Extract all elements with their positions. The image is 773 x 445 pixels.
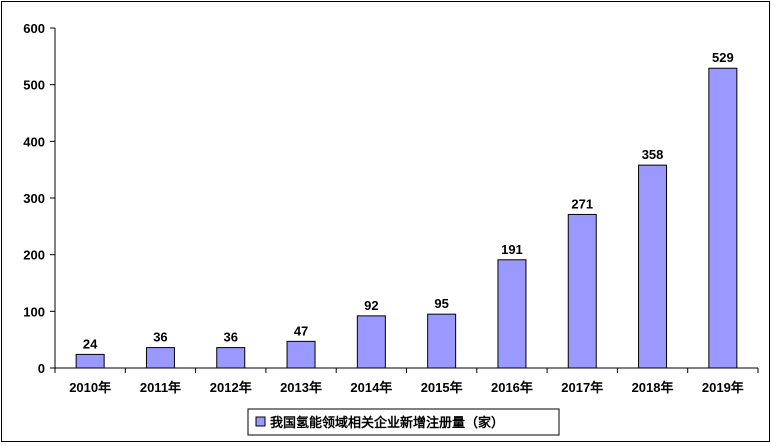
x-tick-label: 2014年	[350, 380, 392, 395]
bar	[75, 353, 105, 369]
legend: 我国氢能领域相关企业新增注册量（家）	[247, 408, 560, 436]
x-tick-label: 2011年	[140, 380, 181, 395]
y-tick-label: 0	[38, 361, 45, 376]
legend-swatch	[255, 416, 266, 427]
data-label: 36	[153, 330, 167, 345]
bar	[427, 313, 457, 369]
data-label: 358	[642, 147, 664, 162]
bar	[497, 259, 527, 369]
bar	[356, 315, 386, 369]
data-label: 47	[294, 323, 308, 338]
data-labels: 24 36 36 47 92 95 191 271 358 529	[83, 50, 734, 351]
x-tick-label: 2012年	[210, 380, 252, 395]
bar	[708, 67, 738, 369]
y-axis-ticks: 0 100 200 300 400 500 600	[23, 21, 55, 376]
y-tick-label: 300	[23, 191, 45, 206]
y-tick-label: 500	[23, 78, 45, 93]
bar	[286, 340, 316, 369]
x-tick-label: 2010年	[69, 380, 111, 395]
bar	[567, 213, 597, 369]
y-tick-label: 400	[23, 134, 45, 149]
x-tick-label: 2016年	[491, 380, 533, 395]
y-tick-label: 600	[23, 21, 45, 36]
data-label: 24	[83, 336, 98, 351]
x-axis-ticks: 2010年 2011年 2012年 2013年 2014年 2015年 2016年 2017年…	[54, 368, 759, 395]
data-label: 36	[224, 330, 238, 345]
x-tick-label: 2013年	[280, 380, 322, 395]
x-tick-label: 2017年	[561, 380, 603, 395]
legend-box	[247, 408, 560, 436]
y-tick-label: 100	[23, 304, 45, 319]
y-tick-label: 200	[23, 248, 45, 263]
bar	[145, 347, 175, 369]
bar	[638, 164, 668, 369]
bar	[216, 347, 246, 369]
data-label: 271	[571, 196, 593, 211]
data-label: 529	[712, 50, 734, 65]
x-tick-label: 2015年	[421, 380, 463, 395]
x-tick-label: 2019年	[702, 380, 744, 395]
x-tick-label: 2018年	[632, 380, 674, 395]
data-label: 92	[364, 298, 378, 313]
legend-label: 我国氢能领域相关企业新增注册量（家）	[270, 415, 504, 431]
data-label: 95	[434, 296, 448, 311]
bars	[75, 67, 738, 369]
data-label: 191	[501, 242, 523, 257]
